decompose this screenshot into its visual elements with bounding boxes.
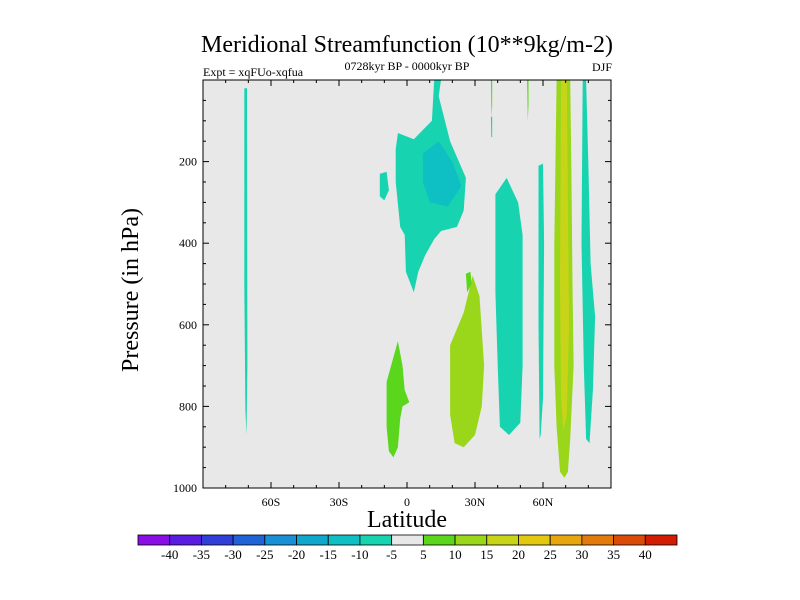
x-tick-label: 0 <box>404 495 410 509</box>
chart-title: Meridional Streamfunction (10**9kg/m-2) <box>201 32 613 58</box>
colorbar-swatch <box>169 534 202 546</box>
colorbar-label: 30 <box>575 547 588 562</box>
colorbar-swatch <box>232 534 266 546</box>
x-tick-label: 60S <box>262 495 281 509</box>
colorbar-swatch <box>391 534 424 546</box>
y-tick-label: 400 <box>179 236 197 250</box>
y-tick-label: 200 <box>179 155 197 169</box>
season-label: DJF <box>592 60 612 74</box>
colorbar-label: -15 <box>320 547 337 562</box>
colorbar-swatch <box>359 534 393 546</box>
x-tick-label: 60N <box>533 495 554 509</box>
colorbar-label: -5 <box>386 547 397 562</box>
contour-region-tiny-negative-spot <box>490 116 493 138</box>
colorbar-label: -35 <box>193 547 210 562</box>
contour-region-tropical-upper-core <box>422 141 462 207</box>
y-tick-label: 800 <box>179 399 197 413</box>
colorbar-swatch <box>296 534 329 546</box>
colorbar: -40 -35 -30 -25 -20 -15 -10 -5 5 10 15 20 25 30 35 40 <box>137 534 678 562</box>
colorbar-label: 10 <box>449 547 462 562</box>
x-axis-label: Latitude <box>367 507 447 533</box>
contour-region-thin-positive-column-53n <box>527 80 529 121</box>
contour-region-small-negative-blob <box>379 171 389 201</box>
colorbar-swatch <box>518 534 551 546</box>
contour-region-thin-negative-column-75n <box>581 80 596 444</box>
colorbar-swatch <box>201 534 234 546</box>
time-range-label: 0728kyr BP - 0000kyr BP <box>345 59 470 73</box>
x-tick-label: 30S <box>330 495 349 509</box>
y-tick-label: 1000 <box>173 481 197 495</box>
contour-region-thin-positive-column-37n <box>490 80 493 117</box>
contour-regions <box>244 80 596 478</box>
contour-region-nh-midlat-negative <box>495 177 523 435</box>
colorbar-label: -10 <box>351 547 368 562</box>
colorbar-label: 35 <box>607 547 620 562</box>
colorbar-swatch <box>486 534 519 546</box>
colorbar-swatch <box>137 534 171 546</box>
contour-region-sh-thin-negative-column <box>244 88 248 435</box>
colorbar-label: 40 <box>639 547 652 562</box>
colorbar-swatch <box>264 534 297 546</box>
contour-region-nh-lower-positive-spot <box>465 271 472 293</box>
axes: 60S 30S 0 30N 60N 200 400 600 800 1000 <box>173 79 612 509</box>
experiment-label: Expt = xqFUo-xqfua <box>203 65 304 79</box>
colorbar-label: -25 <box>256 547 273 562</box>
colorbar-label: -30 <box>224 547 241 562</box>
plot-area <box>203 80 611 488</box>
y-axis-label: Pressure (in hPa) <box>118 208 144 372</box>
colorbar-swatch <box>613 534 646 546</box>
colorbar-swatch <box>454 534 488 546</box>
colorbar-swatch <box>422 534 456 546</box>
contour-region-thin-negative-column-55n <box>538 163 545 439</box>
x-tick-label: 30N <box>465 495 486 509</box>
colorbar-label: 5 <box>420 547 427 562</box>
colorbar-label: 25 <box>544 547 557 562</box>
colorbar-swatch <box>327 534 361 546</box>
colorbar-swatch <box>581 534 614 546</box>
contour-region-nh-subtropical-positive <box>450 275 485 448</box>
colorbar-label: -20 <box>288 547 305 562</box>
colorbar-swatch <box>549 534 583 546</box>
colorbar-label: 20 <box>512 547 525 562</box>
colorbar-swatch <box>644 534 678 546</box>
y-tick-label: 600 <box>179 318 197 332</box>
contour-region-tropical-lower-positive <box>386 341 410 458</box>
contour-region-high-lat-positive-core <box>560 80 570 431</box>
colorbar-label: -40 <box>161 547 178 562</box>
colorbar-label: 15 <box>480 547 493 562</box>
